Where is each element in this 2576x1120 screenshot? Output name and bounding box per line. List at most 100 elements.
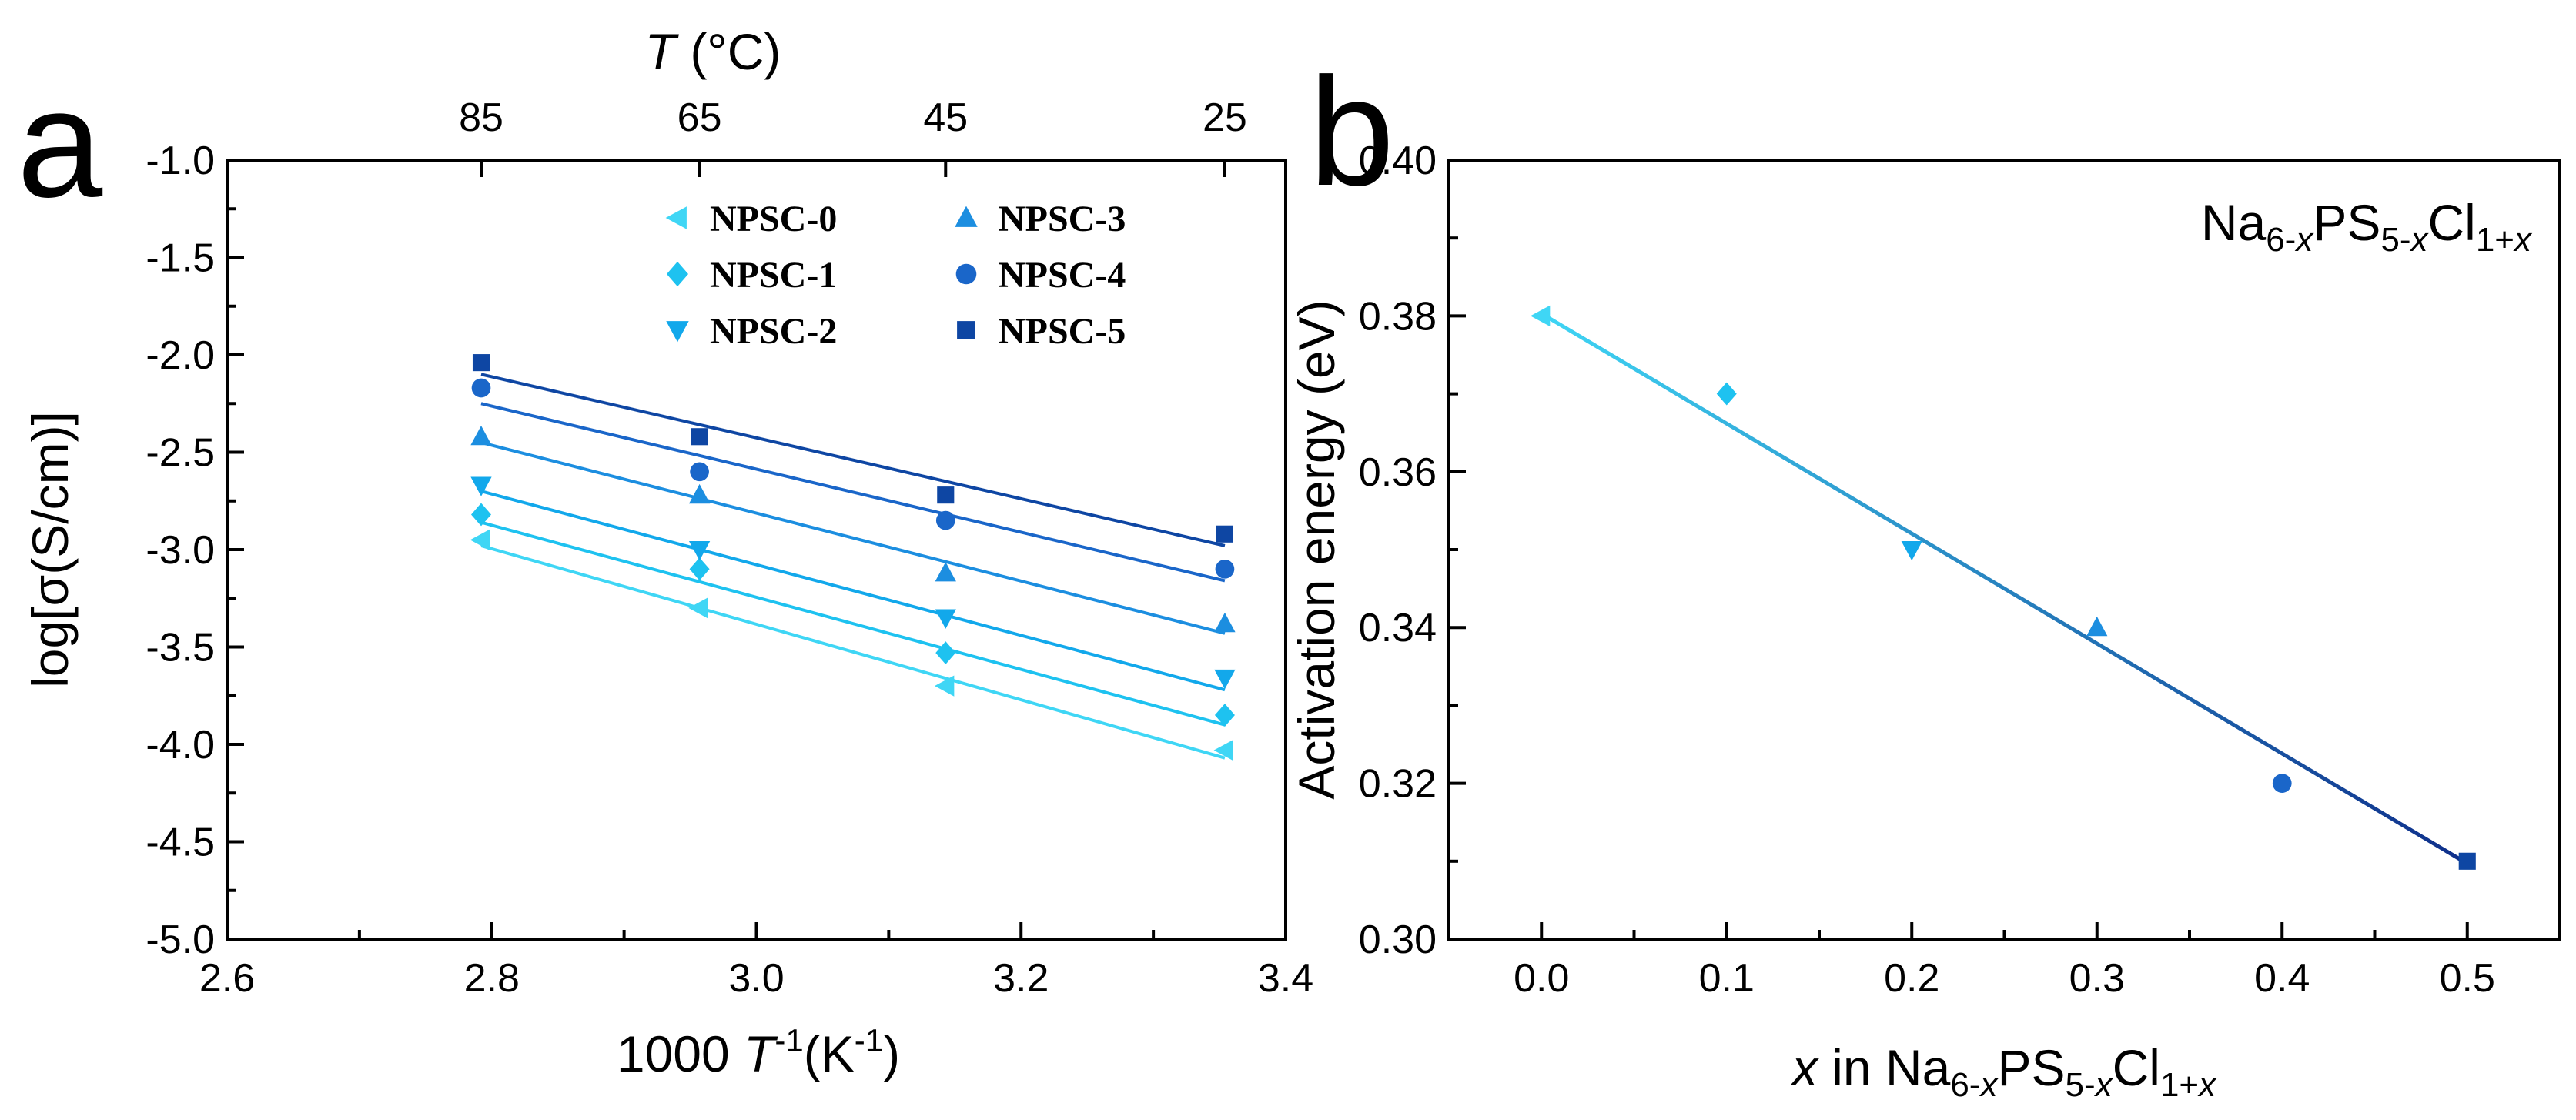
panel-a-top-tick-labels: 85 65 45 25 <box>459 95 1247 140</box>
panel-a-x-tick-labels: 2.6 2.8 3.0 3.2 3.4 <box>199 956 1313 1001</box>
panel-b: b 0.30 0.32 0.34 0.36 0.38 0.40 0.0 0.1 … <box>1288 46 2561 1104</box>
data-point-npsc-0 <box>470 529 490 550</box>
panel-b-ytick-label: 0.38 <box>1359 294 1437 339</box>
panel-a-ytick-label: -5.0 <box>146 918 215 962</box>
panel-b-xtick-label: 0.2 <box>1884 956 1939 1001</box>
panel-a-top-tick-label: 25 <box>1203 95 1247 140</box>
legend-marker-npsc-0 <box>665 206 687 229</box>
panel-a-ytick-label: -4.5 <box>146 821 215 865</box>
panel-b-x-tick-labels: 0.0 0.1 0.2 0.3 0.4 0.5 <box>1514 956 2495 1001</box>
panel-a-markers <box>470 354 1236 761</box>
panel-a-y-tick-labels: -1.0 -1.5 -2.0 -2.5 -3.0 -3.5 -4.0 -4.5 … <box>146 139 215 962</box>
fit-line-npsc-3 <box>480 440 1226 635</box>
panel-b-xtick-label: 0.1 <box>1699 956 1755 1001</box>
legend-entry-npsc-0: NPSC-0 <box>665 199 837 239</box>
legend-marker-npsc-5 <box>957 321 975 339</box>
legend-entry-npsc-5: NPSC-5 <box>957 311 1126 352</box>
panel-a-ytick-label: -1.5 <box>146 236 215 281</box>
data-point-npsc-4 <box>471 378 491 398</box>
data-point-npsc-1 <box>1716 382 1737 406</box>
data-point-npsc-3 <box>470 425 492 446</box>
panel-a-y-axis-title: log[σ(S/cm)] <box>22 411 79 688</box>
panel-b-xtick-label: 0.4 <box>2254 956 2310 1001</box>
legend-label-npsc-3: NPSC-3 <box>999 199 1126 239</box>
legend-entry-npsc-2: NPSC-2 <box>666 311 837 352</box>
panel-a-top-tick-label: 45 <box>923 95 968 140</box>
data-point-npsc-2 <box>935 609 956 629</box>
data-point-npsc-1 <box>689 557 710 581</box>
panel-b-ytick-label: 0.40 <box>1359 139 1437 183</box>
data-point-npsc-4 <box>1215 559 1235 579</box>
data-point-npsc-5 <box>937 486 955 504</box>
data-point-npsc-1 <box>935 641 956 665</box>
data-point-npsc-4 <box>935 510 955 530</box>
panel-a-top-tick-label: 65 <box>677 95 722 140</box>
legend-marker-shape <box>955 263 977 285</box>
panel-b-xtick-label: 0.3 <box>2069 956 2125 1001</box>
legend-marker-shape <box>955 206 978 227</box>
data-point-npsc-5 <box>691 428 708 446</box>
legend-marker-npsc-4 <box>955 263 977 285</box>
data-point-npsc-1 <box>1214 704 1235 727</box>
panel-b-xtick-label: 0.5 <box>2440 956 2495 1001</box>
fit-line-npsc-5 <box>480 373 1226 547</box>
legend-entry-npsc-4: NPSC-4 <box>955 255 1126 296</box>
panel-a-top-axis-title: T (°C) <box>645 23 781 80</box>
legend-marker-shape <box>667 261 688 287</box>
panel-b-xtick-label: 0.0 <box>1514 956 1569 1001</box>
panel-a-ytick-label: -2.5 <box>146 431 215 476</box>
legend-label-npsc-1: NPSC-1 <box>710 255 837 296</box>
data-point-npsc-2 <box>688 540 711 561</box>
data-point-npsc-0 <box>688 597 708 619</box>
data-point-npsc-0 <box>934 675 955 697</box>
data-point-npsc-2 <box>1214 669 1236 690</box>
data-point-npsc-0 <box>1530 305 1551 327</box>
panel-b-x-axis-title: x in Na6-xPS5-xCl1+x <box>1790 1039 2217 1104</box>
data-point-npsc-3 <box>688 483 711 504</box>
data-point-npsc-4 <box>2272 774 2292 793</box>
panel-b-y-tick-labels: 0.30 0.32 0.34 0.36 0.38 0.40 <box>1359 139 1437 962</box>
panel-b-y-axis-title: Activation energy (eV) <box>1288 299 1345 799</box>
panel-a-ytick-label: -3.0 <box>146 528 215 573</box>
panel-a-ytick-label: -2.0 <box>146 333 215 378</box>
legend-marker-shape <box>665 206 687 229</box>
panel-a-xtick-label: 3.4 <box>1258 956 1313 1001</box>
fit-line-npsc-2 <box>480 490 1226 692</box>
data-point-npsc-3 <box>2086 616 2108 637</box>
legend-entry-npsc-3: NPSC-3 <box>955 199 1126 239</box>
data-point-npsc-5 <box>1216 525 1233 543</box>
data-point-npsc-5 <box>472 354 490 372</box>
data-point-npsc-5 <box>2458 852 2476 870</box>
panel-b-markers <box>1530 305 2476 870</box>
panel-b-ticks <box>1447 159 2469 941</box>
legend-label-npsc-0: NPSC-0 <box>710 199 837 239</box>
legend-marker-npsc-1 <box>667 261 688 287</box>
panel-a: a T (°C) -1.0 -1.5 -2.0 -2.5 -3.0 -3.5 -… <box>17 23 1313 1082</box>
panel-b-fit-line <box>1540 312 2469 865</box>
panel-b-ytick-label: 0.36 <box>1359 450 1437 495</box>
legend-marker-npsc-3 <box>955 206 978 227</box>
data-point-npsc-3 <box>935 562 956 582</box>
panel-a-xtick-label: 2.6 <box>199 956 255 1001</box>
data-point-npsc-4 <box>690 462 709 482</box>
panel-b-plot-frame <box>1447 159 2561 941</box>
panel-a-ytick-label: -3.5 <box>146 626 215 670</box>
fit-line-npsc-1 <box>480 520 1226 727</box>
panel-a-xtick-label: 3.0 <box>728 956 784 1001</box>
fit-line-npsc-4 <box>480 402 1226 583</box>
panel-a-xtick-label: 2.8 <box>464 956 520 1001</box>
panel-b-ytick-label: 0.32 <box>1359 762 1437 807</box>
panel-a-ticks <box>226 159 1287 941</box>
data-point-npsc-2 <box>1901 540 1922 561</box>
fit-line-npsc-0 <box>480 544 1226 760</box>
panel-b-formula-annotation: Na6-xPS5-xCl1+x <box>2201 194 2533 259</box>
legend-marker-npsc-2 <box>666 321 689 343</box>
panel-b-letter: b <box>1309 46 1394 218</box>
panel-b-ytick-label: 0.30 <box>1359 918 1437 962</box>
panel-a-top-tick-label: 85 <box>459 95 503 140</box>
legend-label-npsc-5: NPSC-5 <box>999 311 1126 352</box>
legend-label-npsc-4: NPSC-4 <box>999 255 1126 296</box>
data-point-npsc-2 <box>470 476 492 496</box>
data-point-npsc-3 <box>1214 612 1236 633</box>
